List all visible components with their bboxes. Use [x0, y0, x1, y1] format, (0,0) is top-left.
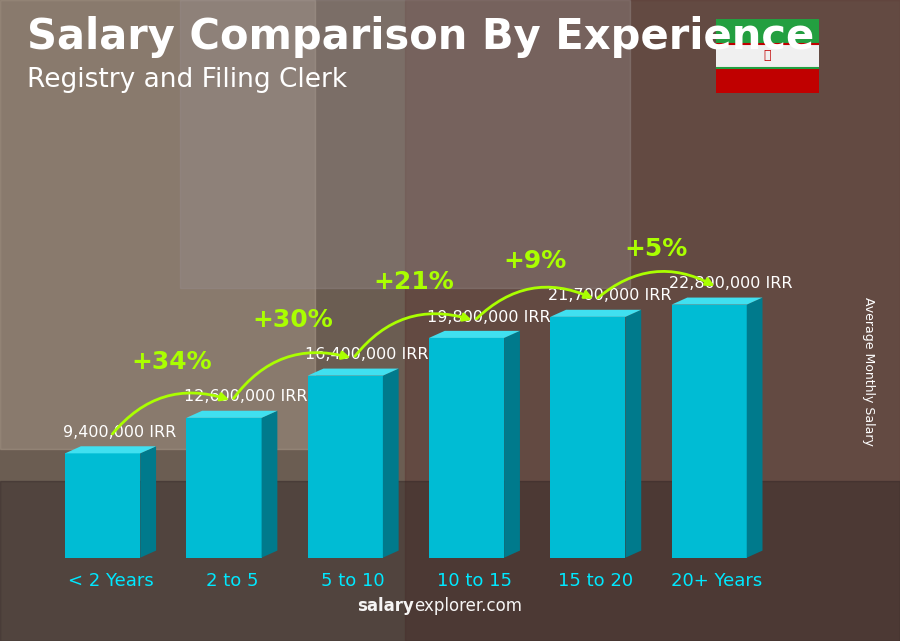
Polygon shape: [429, 338, 504, 558]
Text: 16,400,000 IRR: 16,400,000 IRR: [305, 347, 428, 362]
Polygon shape: [747, 297, 762, 558]
Text: Average Monthly Salary: Average Monthly Salary: [862, 297, 875, 446]
Text: 20+ Years: 20+ Years: [671, 572, 762, 590]
Bar: [0, 0, 315, 449]
Bar: [716, 69, 819, 93]
Bar: [716, 44, 819, 69]
Polygon shape: [382, 369, 399, 558]
Polygon shape: [504, 331, 520, 558]
Polygon shape: [550, 310, 641, 317]
Text: 12,600,000 IRR: 12,600,000 IRR: [184, 390, 308, 404]
Polygon shape: [140, 446, 156, 558]
Polygon shape: [65, 453, 140, 558]
Polygon shape: [626, 310, 641, 558]
Text: 19,800,000 IRR: 19,800,000 IRR: [427, 310, 550, 324]
Polygon shape: [186, 411, 277, 418]
Text: 22,800,000 IRR: 22,800,000 IRR: [669, 276, 793, 291]
Text: 10 to 15: 10 to 15: [437, 572, 512, 590]
Polygon shape: [308, 376, 382, 558]
Bar: [405, 0, 900, 641]
Polygon shape: [429, 331, 520, 338]
Text: +30%: +30%: [252, 308, 333, 332]
Text: +21%: +21%: [374, 270, 454, 294]
Text: 5 to 10: 5 to 10: [321, 572, 385, 590]
Text: 21,700,000 IRR: 21,700,000 IRR: [548, 288, 671, 303]
Text: explorer.com: explorer.com: [414, 597, 522, 615]
Text: 2 to 5: 2 to 5: [205, 572, 258, 590]
Polygon shape: [550, 317, 626, 558]
Polygon shape: [65, 446, 156, 453]
Bar: [180, 0, 630, 288]
Bar: [0, 481, 900, 641]
Polygon shape: [671, 304, 747, 558]
Text: +9%: +9%: [503, 249, 567, 273]
Bar: [716, 19, 819, 44]
Text: 15 to 20: 15 to 20: [558, 572, 634, 590]
Text: < 2 Years: < 2 Years: [68, 572, 154, 590]
Text: 🔱: 🔱: [763, 49, 771, 62]
Text: Registry and Filing Clerk: Registry and Filing Clerk: [27, 67, 347, 94]
Text: +34%: +34%: [130, 350, 212, 374]
Text: salary: salary: [357, 597, 414, 615]
Polygon shape: [671, 297, 762, 304]
Polygon shape: [308, 369, 399, 376]
Polygon shape: [262, 411, 277, 558]
Polygon shape: [186, 418, 262, 558]
Text: Salary Comparison By Experience: Salary Comparison By Experience: [27, 16, 814, 58]
Text: +5%: +5%: [625, 237, 688, 261]
Text: 9,400,000 IRR: 9,400,000 IRR: [63, 425, 176, 440]
